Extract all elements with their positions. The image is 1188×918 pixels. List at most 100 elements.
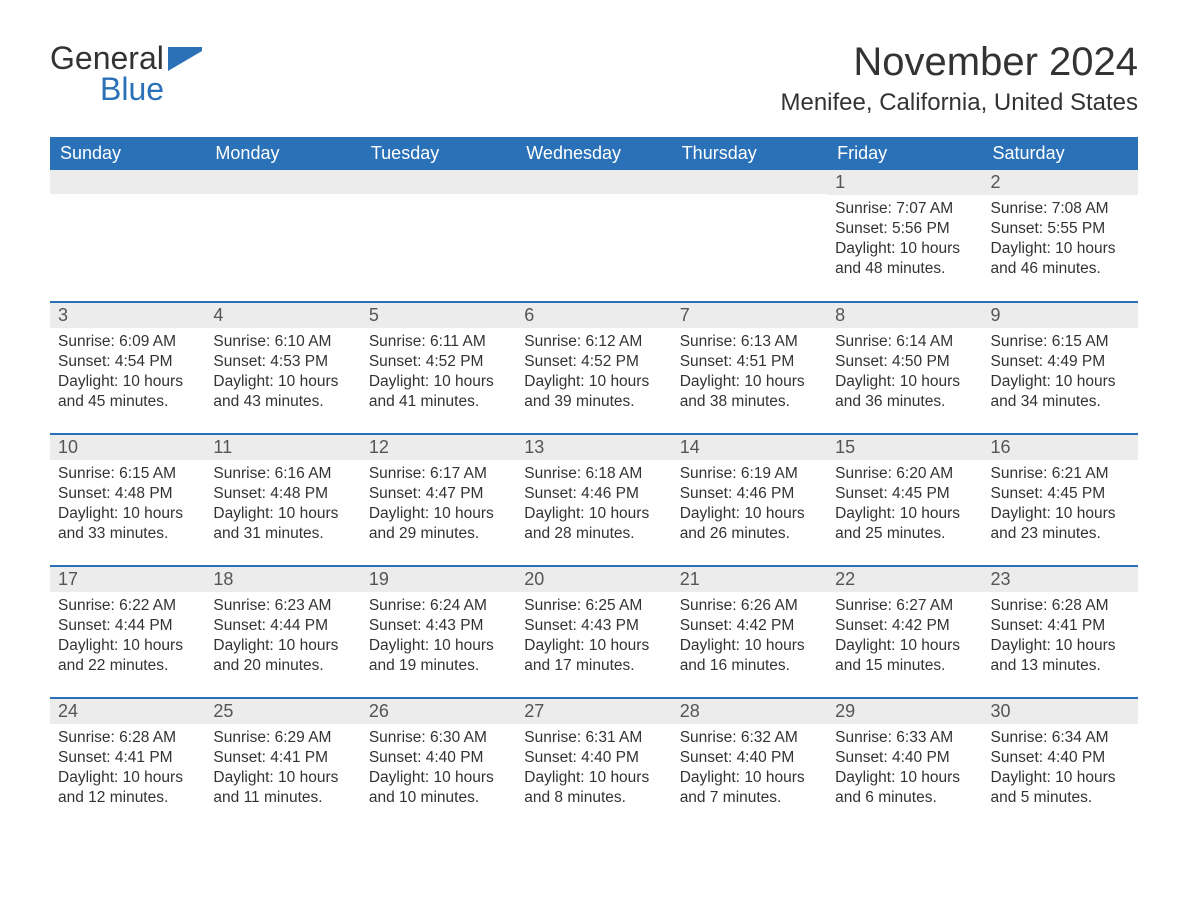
day-content: Sunrise: 6:09 AMSunset: 4:54 PMDaylight:… [50, 328, 205, 417]
daylight-label: Daylight: [369, 769, 434, 786]
sunset-value: 4:44 PM [115, 617, 173, 634]
sunrise-value: 6:30 AM [430, 729, 487, 746]
day-number: 3 [50, 303, 205, 328]
sunrise-line: Sunrise: 6:27 AM [835, 596, 974, 616]
daylight-label: Daylight: [991, 769, 1056, 786]
calendar-body: 1Sunrise: 7:07 AMSunset: 5:56 PMDaylight… [50, 170, 1138, 830]
sunrise-value: 6:15 AM [1052, 333, 1109, 350]
sunset-value: 4:52 PM [426, 353, 484, 370]
sunset-label: Sunset: [680, 485, 737, 502]
daylight-line: Daylight: 10 hours and 8 minutes. [524, 768, 663, 808]
day-number: 18 [205, 567, 360, 592]
calendar-day-cell: 23Sunrise: 6:28 AMSunset: 4:41 PMDayligh… [983, 566, 1138, 698]
sunset-label: Sunset: [524, 485, 581, 502]
sunset-line: Sunset: 4:42 PM [835, 616, 974, 636]
sunset-line: Sunset: 4:52 PM [524, 352, 663, 372]
sunset-value: 4:46 PM [737, 485, 795, 502]
logo-flag-icon [168, 47, 202, 71]
day-number: 4 [205, 303, 360, 328]
sunset-label: Sunset: [835, 353, 892, 370]
empty-day-strip [205, 170, 360, 194]
day-content: Sunrise: 6:16 AMSunset: 4:48 PMDaylight:… [205, 460, 360, 549]
day-content: Sunrise: 6:28 AMSunset: 4:41 PMDaylight:… [983, 592, 1138, 681]
calendar-week-row: 10Sunrise: 6:15 AMSunset: 4:48 PMDayligh… [50, 434, 1138, 566]
sunset-line: Sunset: 4:40 PM [524, 748, 663, 768]
sunset-line: Sunset: 4:54 PM [58, 352, 197, 372]
day-number: 27 [516, 699, 671, 724]
sunrise-line: Sunrise: 6:09 AM [58, 332, 197, 352]
sunset-line: Sunset: 4:48 PM [213, 484, 352, 504]
sunrise-label: Sunrise: [991, 597, 1052, 614]
sunrise-label: Sunrise: [213, 333, 274, 350]
sunset-value: 4:48 PM [270, 485, 328, 502]
calendar-day-cell: 19Sunrise: 6:24 AMSunset: 4:43 PMDayligh… [361, 566, 516, 698]
day-content: Sunrise: 6:27 AMSunset: 4:42 PMDaylight:… [827, 592, 982, 681]
sunset-label: Sunset: [369, 617, 426, 634]
day-number: 23 [983, 567, 1138, 592]
daylight-label: Daylight: [524, 505, 589, 522]
sunrise-value: 6:13 AM [741, 333, 798, 350]
daylight-line: Daylight: 10 hours and 31 minutes. [213, 504, 352, 544]
daylight-label: Daylight: [213, 637, 278, 654]
sunset-label: Sunset: [213, 617, 270, 634]
daylight-label: Daylight: [835, 240, 900, 257]
day-content: Sunrise: 6:32 AMSunset: 4:40 PMDaylight:… [672, 724, 827, 813]
day-content: Sunrise: 6:23 AMSunset: 4:44 PMDaylight:… [205, 592, 360, 681]
calendar-empty-cell [205, 170, 360, 302]
daylight-line: Daylight: 10 hours and 43 minutes. [213, 372, 352, 412]
daylight-line: Daylight: 10 hours and 45 minutes. [58, 372, 197, 412]
daylight-label: Daylight: [991, 637, 1056, 654]
calendar-week-row: 3Sunrise: 6:09 AMSunset: 4:54 PMDaylight… [50, 302, 1138, 434]
daylight-line: Daylight: 10 hours and 38 minutes. [680, 372, 819, 412]
sunrise-line: Sunrise: 6:12 AM [524, 332, 663, 352]
day-number: 19 [361, 567, 516, 592]
sunrise-line: Sunrise: 6:34 AM [991, 728, 1130, 748]
day-number: 22 [827, 567, 982, 592]
sunset-line: Sunset: 4:46 PM [524, 484, 663, 504]
sunrise-value: 6:12 AM [585, 333, 642, 350]
sunrise-line: Sunrise: 6:19 AM [680, 464, 819, 484]
sunrise-line: Sunrise: 6:28 AM [991, 596, 1130, 616]
sunrise-label: Sunrise: [524, 597, 585, 614]
sunset-value: 4:52 PM [581, 353, 639, 370]
calendar-empty-cell [672, 170, 827, 302]
daylight-label: Daylight: [213, 505, 278, 522]
sunrise-line: Sunrise: 6:11 AM [369, 332, 508, 352]
sunrise-value: 6:28 AM [119, 729, 176, 746]
sunrise-line: Sunrise: 6:15 AM [58, 464, 197, 484]
sunrise-value: 6:34 AM [1052, 729, 1109, 746]
sunrise-line: Sunrise: 6:30 AM [369, 728, 508, 748]
sunset-line: Sunset: 4:41 PM [991, 616, 1130, 636]
sunrise-label: Sunrise: [369, 729, 430, 746]
daylight-line: Daylight: 10 hours and 11 minutes. [213, 768, 352, 808]
sunset-line: Sunset: 4:46 PM [680, 484, 819, 504]
day-content: Sunrise: 6:34 AMSunset: 4:40 PMDaylight:… [983, 724, 1138, 813]
sunrise-value: 6:19 AM [741, 465, 798, 482]
sunrise-value: 6:24 AM [430, 597, 487, 614]
calendar-day-cell: 6Sunrise: 6:12 AMSunset: 4:52 PMDaylight… [516, 302, 671, 434]
header: General Blue November 2024 Menifee, Cali… [50, 40, 1138, 129]
day-content: Sunrise: 6:30 AMSunset: 4:40 PMDaylight:… [361, 724, 516, 813]
sunset-value: 4:43 PM [581, 617, 639, 634]
daylight-label: Daylight: [991, 505, 1056, 522]
sunrise-value: 6:28 AM [1052, 597, 1109, 614]
calendar-day-cell: 25Sunrise: 6:29 AMSunset: 4:41 PMDayligh… [205, 698, 360, 830]
logo-text-blue: Blue [100, 71, 202, 108]
day-number: 12 [361, 435, 516, 460]
sunrise-label: Sunrise: [58, 597, 119, 614]
calendar-day-cell: 4Sunrise: 6:10 AMSunset: 4:53 PMDaylight… [205, 302, 360, 434]
sunset-value: 4:40 PM [581, 749, 639, 766]
daylight-line: Daylight: 10 hours and 23 minutes. [991, 504, 1130, 544]
sunset-label: Sunset: [524, 617, 581, 634]
daylight-line: Daylight: 10 hours and 13 minutes. [991, 636, 1130, 676]
location: Menifee, California, United States [780, 89, 1138, 117]
day-content: Sunrise: 7:08 AMSunset: 5:55 PMDaylight:… [983, 195, 1138, 284]
sunset-value: 4:42 PM [737, 617, 795, 634]
sunset-value: 4:40 PM [426, 749, 484, 766]
sunrise-line: Sunrise: 6:29 AM [213, 728, 352, 748]
weekday-header: Monday [205, 137, 360, 170]
sunset-line: Sunset: 4:47 PM [369, 484, 508, 504]
sunrise-label: Sunrise: [835, 597, 896, 614]
sunrise-label: Sunrise: [991, 465, 1052, 482]
empty-day-strip [672, 170, 827, 194]
